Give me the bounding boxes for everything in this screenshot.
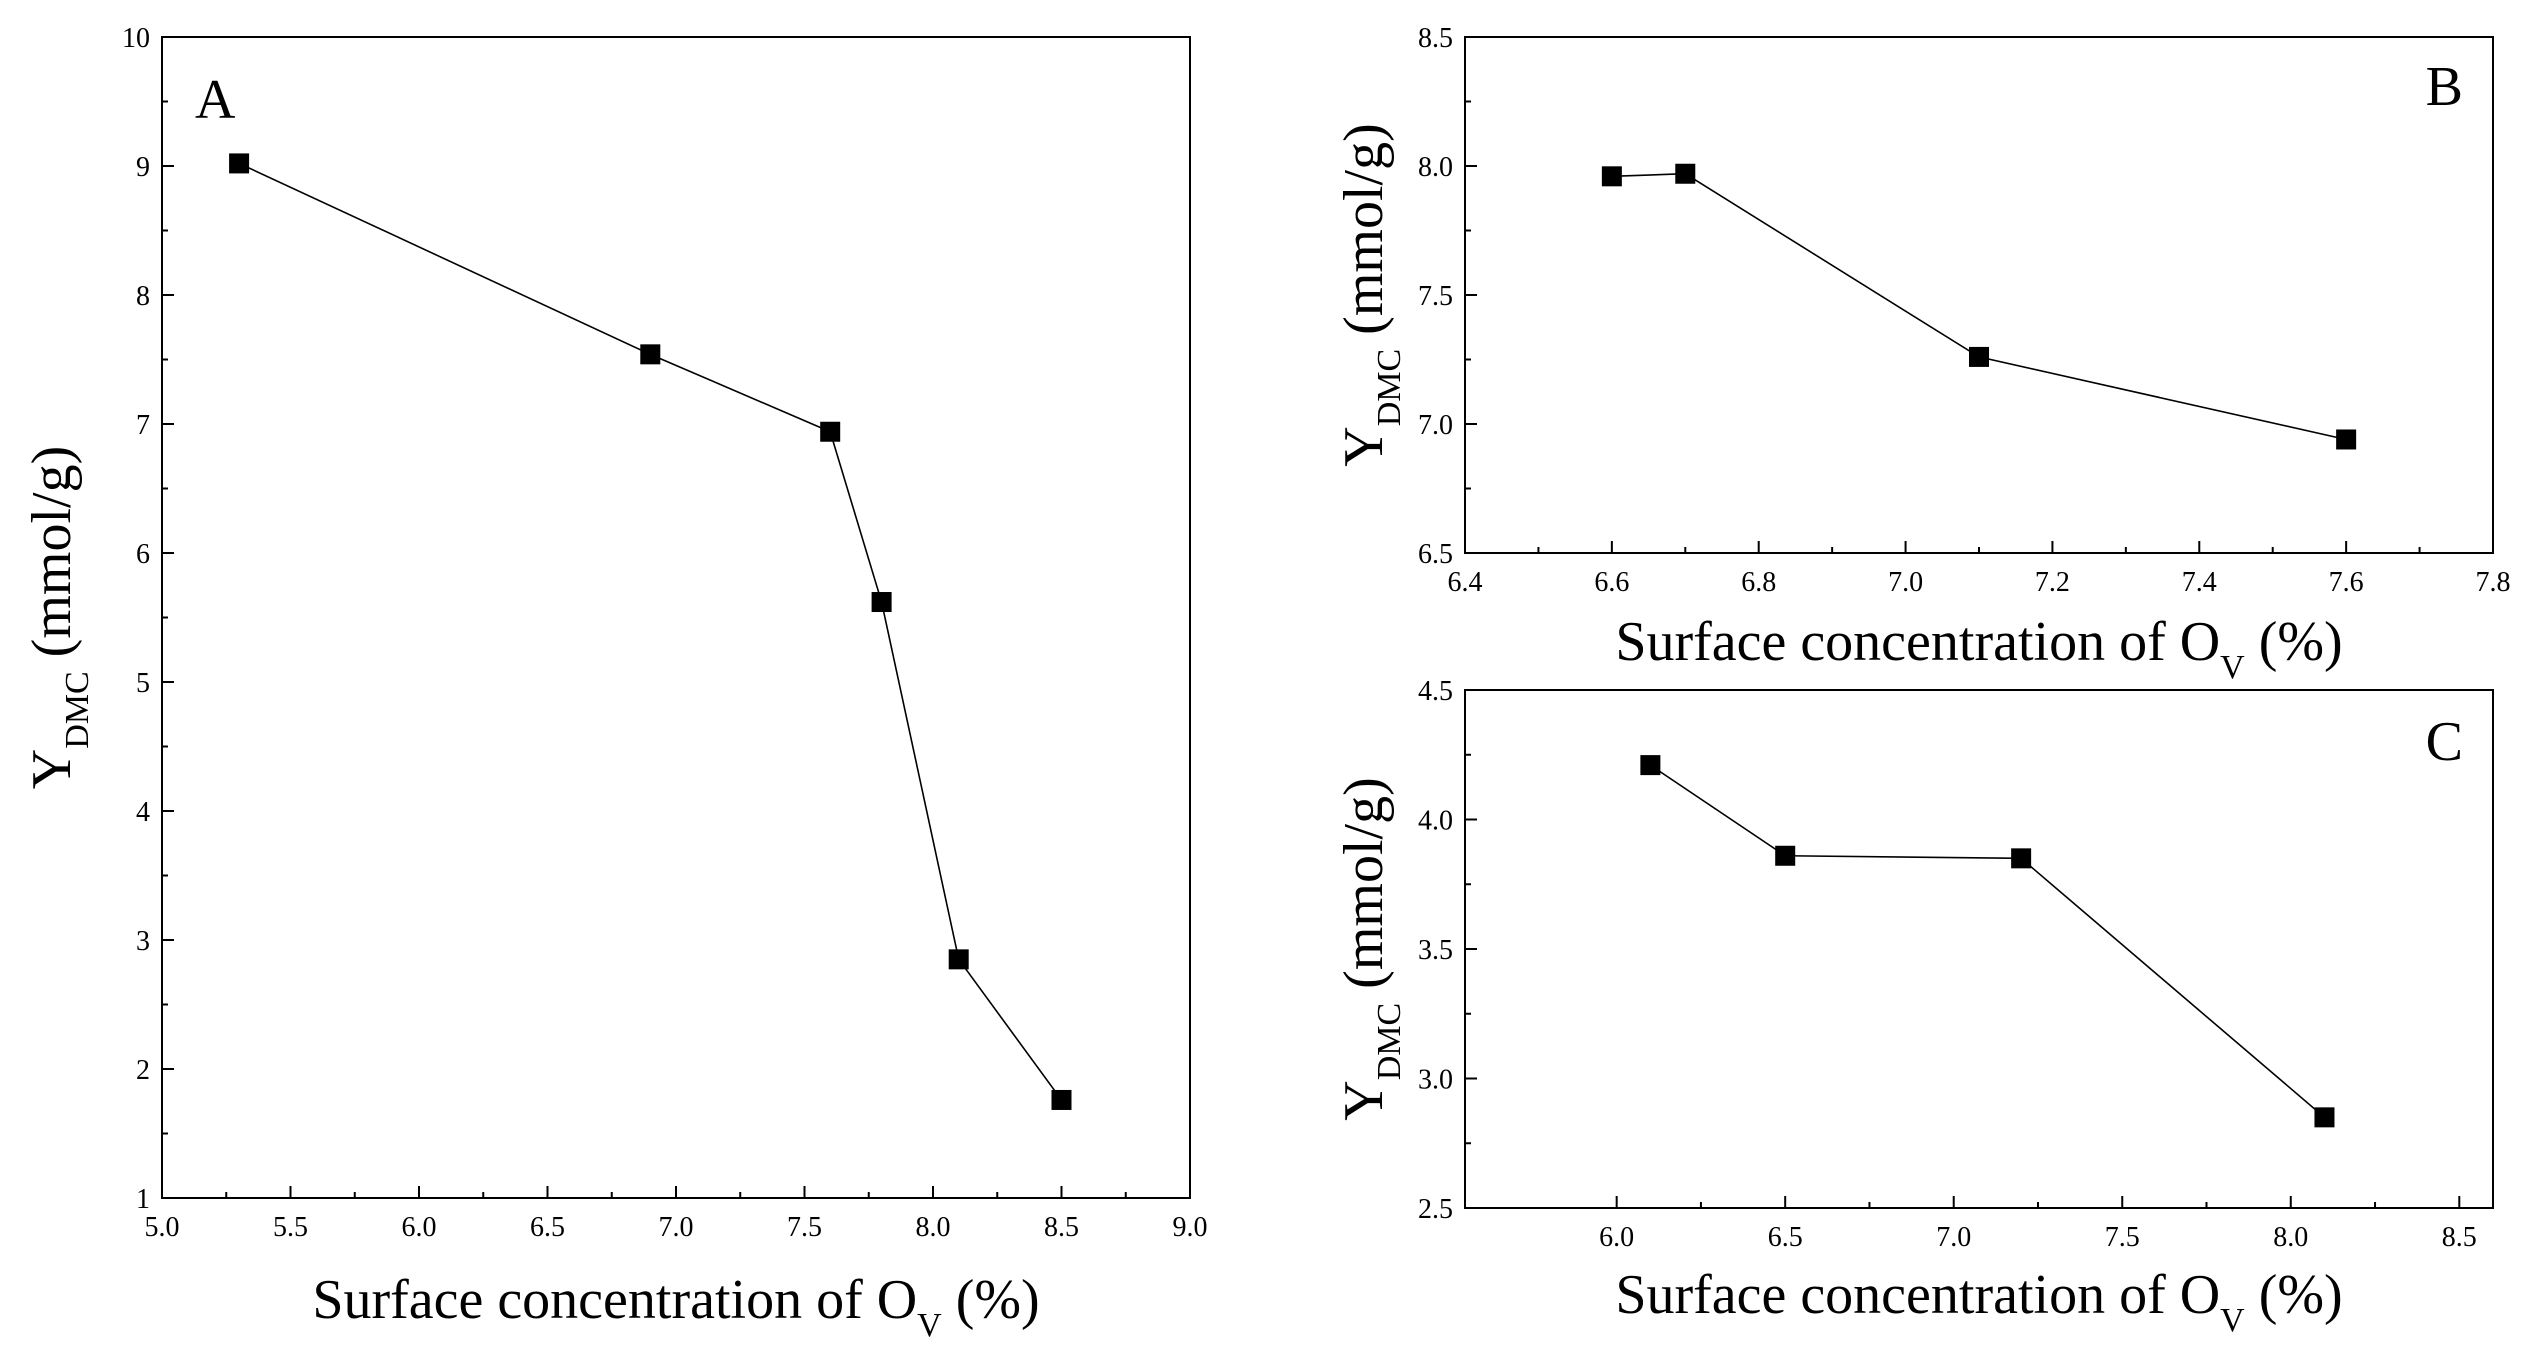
- data-point: [1640, 755, 1661, 776]
- plot-frame: [1464, 36, 2494, 554]
- y-tick-label: 2.5: [1418, 1194, 1453, 1225]
- x-tick-label: 8.0: [916, 1212, 951, 1243]
- y-tick-label: 6.5: [1418, 539, 1453, 570]
- x-tick-label: 9.0: [1173, 1212, 1208, 1243]
- y-tick-label: 6: [136, 539, 150, 570]
- series-line: [1611, 172, 2347, 441]
- y-tick-label: 3.5: [1418, 935, 1453, 966]
- data-point: [871, 592, 892, 613]
- x-tick-label: 7.2: [2035, 567, 2070, 598]
- data-point: [229, 153, 250, 174]
- y-axis-label: YDMC (mmol/g): [21, 446, 96, 789]
- y-tick-label: 8: [136, 281, 150, 312]
- y-tick-label: 3.0: [1418, 1065, 1453, 1096]
- y-tick-label: 4.5: [1418, 676, 1453, 707]
- x-tick-label: 8.5: [2442, 1222, 2477, 1253]
- data-point: [1775, 845, 1796, 866]
- x-tick-label: 7.0: [659, 1212, 694, 1243]
- data-point: [1969, 346, 1989, 367]
- y-tick-label: 7.5: [1418, 281, 1453, 312]
- x-tick-label: 8.5: [1044, 1212, 1079, 1243]
- x-tick-label: 7.8: [2476, 567, 2511, 598]
- y-tick-label: 8.5: [1418, 23, 1453, 54]
- panel-letter: B: [2426, 56, 2463, 118]
- plot-frame: [1464, 689, 2494, 1209]
- x-tick-label: 6.4: [1448, 567, 1483, 598]
- data-point: [1601, 166, 1622, 187]
- series-line: [238, 162, 1063, 1101]
- y-tick-label: 3: [136, 926, 150, 957]
- data-point: [1051, 1089, 1072, 1110]
- x-tick-label: 6.5: [1768, 1222, 1803, 1253]
- chart-panel-a: 5.0 5.5 6.0 6.5 7.0 7.5 8.0 8.5 9.0 1 2 3 4 5 6 7 8 9 10 A S…: [21, 23, 1208, 1344]
- x-tick-label: 8.0: [2273, 1222, 2308, 1253]
- x-axis-label: Surface concentration of OV (%): [1615, 611, 2342, 686]
- chart-panel-c: 6.0 6.5 7.0 7.5 8.0 8.5 2.5 3.0 3.5 4.0 4.5 C Surfac…: [1333, 676, 2494, 1339]
- y-tick-label: 10: [122, 23, 150, 54]
- x-tick-label: 5.0: [145, 1212, 180, 1243]
- data-point: [948, 949, 969, 970]
- y-tick-label: 7: [136, 410, 150, 441]
- panel-letter: A: [195, 69, 236, 131]
- x-tick-label: 5.5: [273, 1212, 308, 1243]
- x-axis-label: Surface concentration of OV (%): [1615, 1264, 2342, 1339]
- y-tick-label: 7.0: [1418, 410, 1453, 441]
- x-tick-label: 6.0: [1599, 1222, 1634, 1253]
- y-tick-label: 9: [136, 152, 150, 183]
- y-tick-label: 8.0: [1418, 152, 1453, 183]
- data-point: [2314, 1107, 2335, 1128]
- y-tick-label: 4.0: [1418, 806, 1453, 837]
- chart-panel-b: 6.4 6.6 6.8 7.0 7.2 7.4 7.6 7.8 6.5 7.0 7.5 8.0 8.5 B…: [1333, 23, 2511, 686]
- x-tick-label: 6.6: [1594, 567, 1629, 598]
- data-point: [820, 421, 841, 442]
- x-tick-label: 6.0: [402, 1212, 437, 1243]
- x-axis-label: Surface concentration of OV (%): [312, 1269, 1039, 1344]
- x-tick-label: 7.5: [2105, 1222, 2140, 1253]
- y-tick-label: 5: [136, 668, 150, 699]
- panel-letter: C: [2426, 711, 2463, 773]
- y-tick-label: 4: [136, 797, 150, 828]
- x-tick-label: 7.0: [1936, 1222, 1971, 1253]
- x-tick-label: 6.8: [1741, 567, 1776, 598]
- plot-frame: [161, 36, 1191, 1199]
- y-axis-label: YDMC (mmol/g): [1333, 777, 1408, 1120]
- x-tick-label: 6.5: [530, 1212, 565, 1243]
- x-tick-label: 7.6: [2329, 567, 2364, 598]
- data-point: [2011, 848, 2032, 869]
- series-line: [1649, 764, 2325, 1118]
- x-tick-label: 7.5: [787, 1212, 822, 1243]
- x-tick-label: 7.4: [2182, 567, 2217, 598]
- x-tick-label: 7.0: [1888, 567, 1923, 598]
- data-point: [2336, 429, 2357, 450]
- y-axis-label: YDMC (mmol/g): [1333, 123, 1408, 466]
- y-tick-label: 2: [136, 1055, 150, 1086]
- y-tick-label: 1: [136, 1184, 150, 1215]
- data-point: [1675, 163, 1696, 184]
- data-point: [640, 344, 661, 365]
